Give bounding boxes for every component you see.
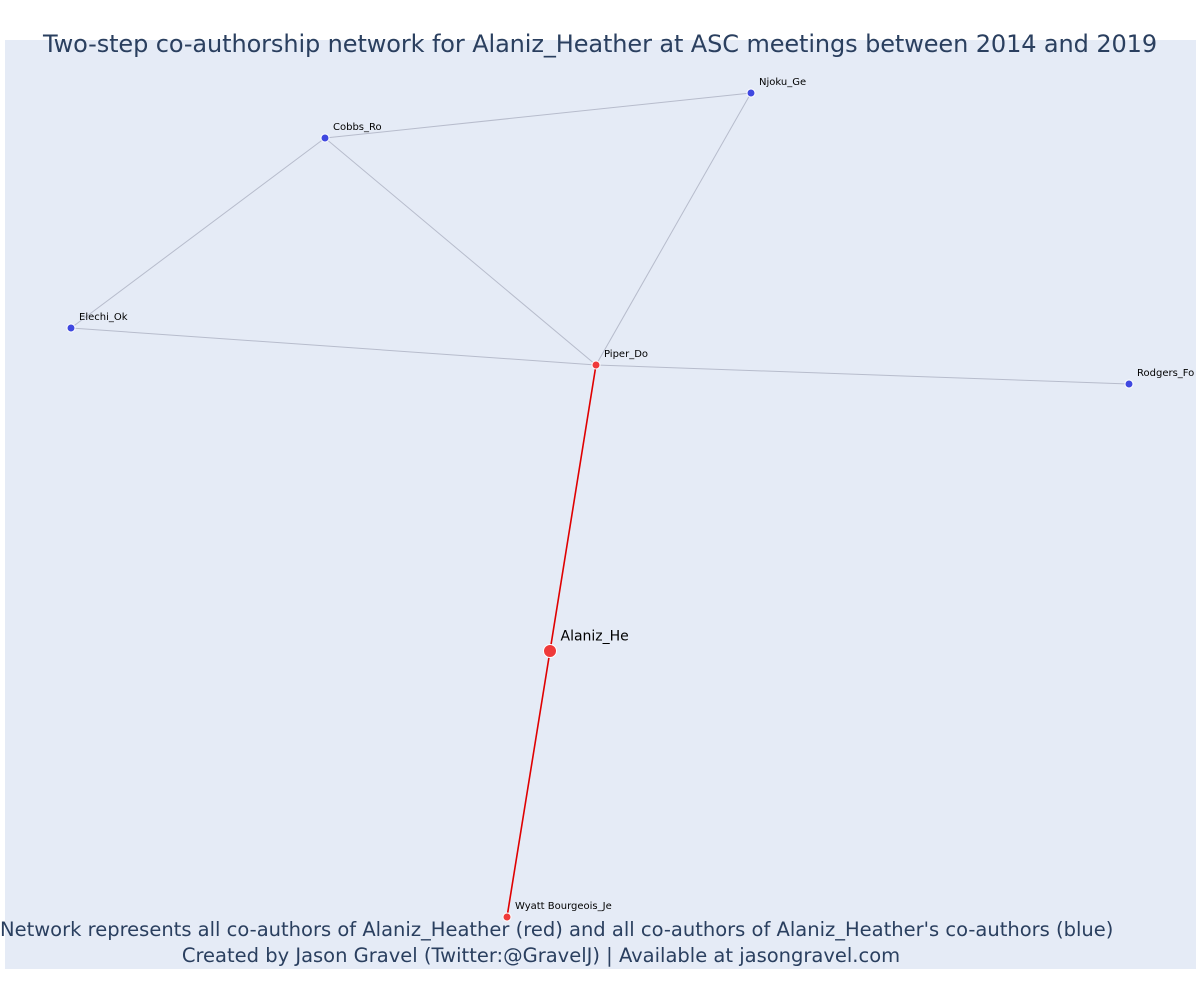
caption-credit: Created by Jason Gravel (Twitter:@Gravel… xyxy=(181,944,901,967)
node-label-elechi-ok: Elechi_Ok xyxy=(79,312,128,323)
edge-alaniz-he-piper-do xyxy=(549,364,597,652)
node-label-njoku-ge: Njoku_Ge xyxy=(759,77,806,88)
chart-title: Two-step co-authorship network for Alani… xyxy=(43,30,1157,58)
node-wyatt-bourgeois-je[interactable] xyxy=(502,912,512,922)
edge-piper-do-njoku-ge xyxy=(595,92,752,366)
edge-piper-do-rodgers-fo xyxy=(595,364,1130,385)
edges-layer xyxy=(70,92,1130,918)
node-label-rodgers-fo: Rodgers_Fo xyxy=(1137,368,1194,379)
edge-piper-do-elechi-ok xyxy=(70,327,597,366)
node-cobbs-ro[interactable] xyxy=(320,133,330,143)
edge-cobbs-ro-elechi-ok xyxy=(70,137,326,329)
node-label-wyatt-bourgeois-je: Wyatt Bourgeois_Je xyxy=(515,901,612,912)
caption-legend: Network represents all co-authors of Ala… xyxy=(0,918,1114,941)
node-njoku-ge[interactable] xyxy=(746,88,756,98)
edge-piper-do-cobbs-ro xyxy=(324,137,597,366)
node-alaniz-he[interactable] xyxy=(543,644,557,658)
edge-alaniz-he-wyatt-bourgeois-je xyxy=(506,650,551,918)
node-label-cobbs-ro: Cobbs_Ro xyxy=(333,122,382,133)
plot-background xyxy=(5,40,1196,969)
node-piper-do[interactable] xyxy=(591,360,601,370)
nodes-layer xyxy=(66,88,1134,922)
labels-layer: Alaniz_He Piper_Do Wyatt Bourgeois_Je Cobbs… xyxy=(79,77,1194,912)
edge-cobbs-ro-njoku-ge xyxy=(324,92,752,139)
node-label-alaniz-he: Alaniz_He xyxy=(561,629,629,645)
node-label-piper-do: Piper_Do xyxy=(604,349,648,360)
node-rodgers-fo[interactable] xyxy=(1124,379,1134,389)
node-elechi-ok[interactable] xyxy=(66,323,76,333)
